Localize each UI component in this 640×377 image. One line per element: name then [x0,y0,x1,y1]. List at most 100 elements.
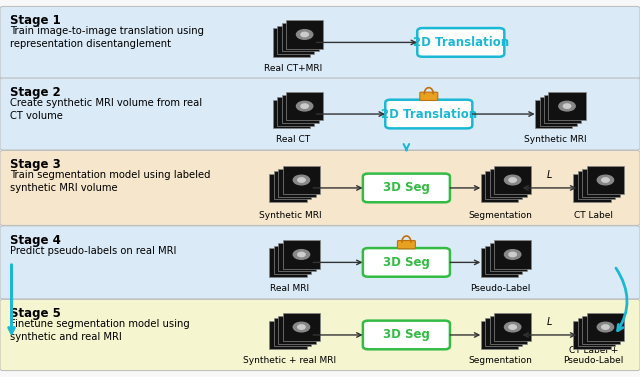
Text: Real CT+MRI: Real CT+MRI [264,64,323,73]
Circle shape [296,101,313,111]
FancyBboxPatch shape [283,313,320,341]
FancyBboxPatch shape [283,241,320,268]
FancyBboxPatch shape [587,313,624,341]
Text: 3D Seg: 3D Seg [383,328,430,342]
FancyBboxPatch shape [283,166,320,194]
FancyBboxPatch shape [578,318,615,346]
FancyBboxPatch shape [587,166,624,194]
FancyBboxPatch shape [420,92,438,100]
Text: Synthetic MRI: Synthetic MRI [259,211,321,220]
Text: Segmentation: Segmentation [468,356,532,365]
FancyBboxPatch shape [282,95,319,123]
Text: Predict pseudo-labels on real MRI: Predict pseudo-labels on real MRI [10,246,176,256]
FancyBboxPatch shape [485,171,522,199]
FancyBboxPatch shape [278,316,316,344]
FancyBboxPatch shape [578,171,615,199]
FancyBboxPatch shape [582,316,620,344]
FancyBboxPatch shape [277,26,314,54]
Text: L: L [547,317,552,326]
FancyBboxPatch shape [277,97,314,126]
Text: Pseudo-Label: Pseudo-Label [470,284,531,293]
Text: Real MRI: Real MRI [270,284,310,293]
Text: 3D Seg: 3D Seg [383,256,430,269]
Text: 3D Seg: 3D Seg [383,181,430,195]
FancyBboxPatch shape [417,28,504,57]
FancyBboxPatch shape [582,169,620,197]
FancyBboxPatch shape [286,20,323,49]
FancyBboxPatch shape [490,243,527,271]
FancyBboxPatch shape [269,248,307,277]
FancyBboxPatch shape [363,174,450,202]
Circle shape [509,178,516,182]
Text: Train segmentation model using labeled
synthetic MRI volume: Train segmentation model using labeled s… [10,170,210,193]
Circle shape [597,322,614,332]
FancyBboxPatch shape [481,248,518,277]
Text: Synthetic MRI: Synthetic MRI [524,135,586,144]
FancyBboxPatch shape [385,100,472,128]
Circle shape [301,32,308,37]
FancyBboxPatch shape [274,171,311,199]
Text: 2D Translation: 2D Translation [413,36,509,49]
Circle shape [602,178,609,182]
Circle shape [296,30,313,39]
Circle shape [293,322,310,332]
Text: Finetune segmentation model using
synthetic and real MRI: Finetune segmentation model using synthe… [10,319,189,342]
Text: Train image-to-image translation using
representation disentanglement: Train image-to-image translation using r… [10,26,204,49]
Text: Segmentation: Segmentation [468,211,532,220]
FancyBboxPatch shape [0,78,640,150]
Circle shape [504,250,521,259]
FancyBboxPatch shape [278,169,316,197]
FancyBboxPatch shape [282,23,319,51]
FancyBboxPatch shape [363,248,450,277]
FancyBboxPatch shape [269,321,307,349]
FancyBboxPatch shape [481,174,518,202]
Text: Real CT: Real CT [276,135,310,144]
FancyBboxPatch shape [274,318,311,346]
Text: Create synthetic MRI volume from real
CT volume: Create synthetic MRI volume from real CT… [10,98,202,121]
FancyBboxPatch shape [0,299,640,371]
Circle shape [559,101,575,111]
Circle shape [597,175,614,185]
FancyBboxPatch shape [274,246,311,274]
Circle shape [293,250,310,259]
FancyBboxPatch shape [494,313,531,341]
FancyBboxPatch shape [0,150,640,225]
FancyBboxPatch shape [494,166,531,194]
FancyBboxPatch shape [0,226,640,299]
FancyBboxPatch shape [535,100,572,128]
FancyBboxPatch shape [573,321,611,349]
Circle shape [301,104,308,108]
Circle shape [298,252,305,257]
FancyBboxPatch shape [273,100,310,128]
Text: Synthetic + real MRI: Synthetic + real MRI [243,356,337,365]
FancyBboxPatch shape [490,169,527,197]
Text: Stage 5: Stage 5 [10,307,60,320]
FancyBboxPatch shape [548,92,586,120]
Text: Stage 2: Stage 2 [10,86,60,99]
Circle shape [504,322,521,332]
FancyBboxPatch shape [494,241,531,268]
Text: L: L [547,170,552,179]
Circle shape [298,178,305,182]
Circle shape [602,325,609,329]
FancyBboxPatch shape [481,321,518,349]
Text: CT Label: CT Label [574,211,612,220]
FancyBboxPatch shape [363,320,450,349]
Circle shape [509,252,516,257]
FancyBboxPatch shape [540,97,577,126]
Circle shape [504,175,521,185]
Circle shape [509,325,516,329]
Circle shape [293,175,310,185]
Text: Stage 4: Stage 4 [10,234,60,247]
FancyBboxPatch shape [278,243,316,271]
FancyBboxPatch shape [0,6,640,78]
Text: 2D Translation: 2D Translation [381,107,477,121]
Text: Stage 3: Stage 3 [10,158,60,171]
FancyBboxPatch shape [485,246,522,274]
FancyBboxPatch shape [286,92,323,120]
Text: Stage 1: Stage 1 [10,14,60,27]
FancyBboxPatch shape [269,174,307,202]
FancyBboxPatch shape [273,28,310,57]
FancyBboxPatch shape [573,174,611,202]
FancyBboxPatch shape [397,241,415,249]
